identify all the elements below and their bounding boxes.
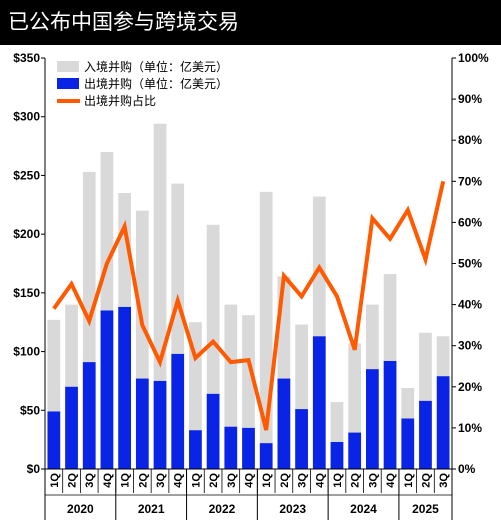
outbound-bar	[259, 443, 273, 469]
quarter-label: 3Q	[226, 473, 238, 488]
quarter-label: 2Q	[350, 473, 362, 488]
outbound-bar	[135, 378, 149, 469]
year-label: 2025	[412, 502, 439, 516]
outbound-bar	[277, 378, 291, 469]
quarter-label: 3Q	[297, 473, 309, 488]
quarter-label: 2Q	[208, 473, 220, 488]
left-tick-label: $300	[13, 110, 40, 124]
quarter-label: 2Q	[420, 473, 432, 488]
legend-label: 出境并购（单位：亿美元）	[84, 76, 228, 91]
right-tick-label: 40%	[458, 298, 482, 312]
left-tick-label: $50	[20, 403, 40, 417]
quarter-label: 4Q	[314, 473, 326, 488]
quarter-label: 4Q	[385, 473, 397, 488]
right-tick-label: 60%	[458, 215, 482, 229]
left-tick-label: $0	[27, 462, 41, 476]
outbound-bar	[312, 336, 326, 469]
year-label: 2024	[350, 502, 377, 516]
right-tick-label: 70%	[458, 174, 482, 188]
outbound-bar	[65, 386, 78, 469]
outbound-bar	[47, 411, 61, 469]
left-tick-label: $150	[13, 286, 40, 300]
outbound-bar	[330, 441, 344, 469]
outbound-bar	[242, 427, 255, 469]
title-bar: 已公布中国参与跨境交易	[0, 0, 501, 45]
quarter-label: 1Q	[49, 473, 61, 488]
right-tick-label: 20%	[458, 380, 482, 394]
outbound-bar	[365, 369, 379, 469]
quarter-label: 4Q	[102, 473, 114, 488]
outbound-bar	[82, 362, 96, 469]
quarter-label: 2Q	[279, 473, 291, 488]
left-tick-label: $350	[13, 51, 40, 65]
quarter-label: 3Q	[438, 473, 450, 488]
quarter-label: 3Q	[155, 473, 167, 488]
right-tick-label: 0%	[458, 462, 476, 476]
right-tick-label: 90%	[458, 92, 482, 106]
outbound-bar	[189, 430, 202, 469]
quarter-label: 1Q	[261, 473, 273, 488]
right-tick-label: 100%	[458, 51, 489, 65]
outbound-bar	[419, 400, 432, 469]
outbound-bar	[100, 310, 114, 469]
outbound-bar	[206, 393, 220, 469]
left-tick-label: $100	[13, 345, 40, 359]
quarter-label: 4Q	[173, 473, 185, 488]
quarter-label: 1Q	[332, 473, 344, 488]
legend-swatch	[57, 78, 79, 89]
quarter-label: 2Q	[67, 473, 79, 488]
quarter-label: 3Q	[367, 473, 379, 488]
quarter-label: 1Q	[190, 473, 202, 488]
left-tick-label: $200	[13, 227, 40, 241]
legend-label: 出境并购占比	[84, 93, 156, 108]
right-tick-label: 80%	[458, 133, 482, 147]
right-tick-label: 30%	[458, 339, 482, 353]
outbound-bar	[171, 353, 185, 469]
quarter-label: 4Q	[244, 473, 256, 488]
outbound-bar	[153, 380, 167, 469]
ratio-line	[52, 180, 446, 431]
legend-label: 入境并购（单位：亿美元）	[84, 59, 228, 74]
left-tick-label: $250	[13, 168, 40, 182]
outbound-bar	[436, 376, 450, 469]
right-tick-label: 50%	[458, 257, 482, 271]
quarter-label: 2Q	[137, 473, 149, 488]
outbound-bar	[224, 426, 238, 469]
year-label: 2021	[138, 502, 165, 516]
outbound-bar	[383, 360, 397, 469]
year-label: 2022	[209, 502, 236, 516]
right-tick-label: 10%	[458, 421, 482, 435]
outbound-bar	[401, 418, 415, 469]
legend-swatch	[57, 61, 79, 72]
quarter-label: 1Q	[120, 473, 132, 488]
outbound-bar	[118, 306, 132, 469]
quarter-label: 1Q	[403, 473, 415, 488]
year-label: 2020	[67, 502, 94, 516]
outbound-bar	[295, 409, 308, 469]
outbound-bar	[348, 432, 362, 469]
year-label: 2023	[279, 502, 306, 516]
quarter-label: 3Q	[84, 473, 96, 488]
chart-title: 已公布中国参与跨境交易	[8, 10, 239, 34]
